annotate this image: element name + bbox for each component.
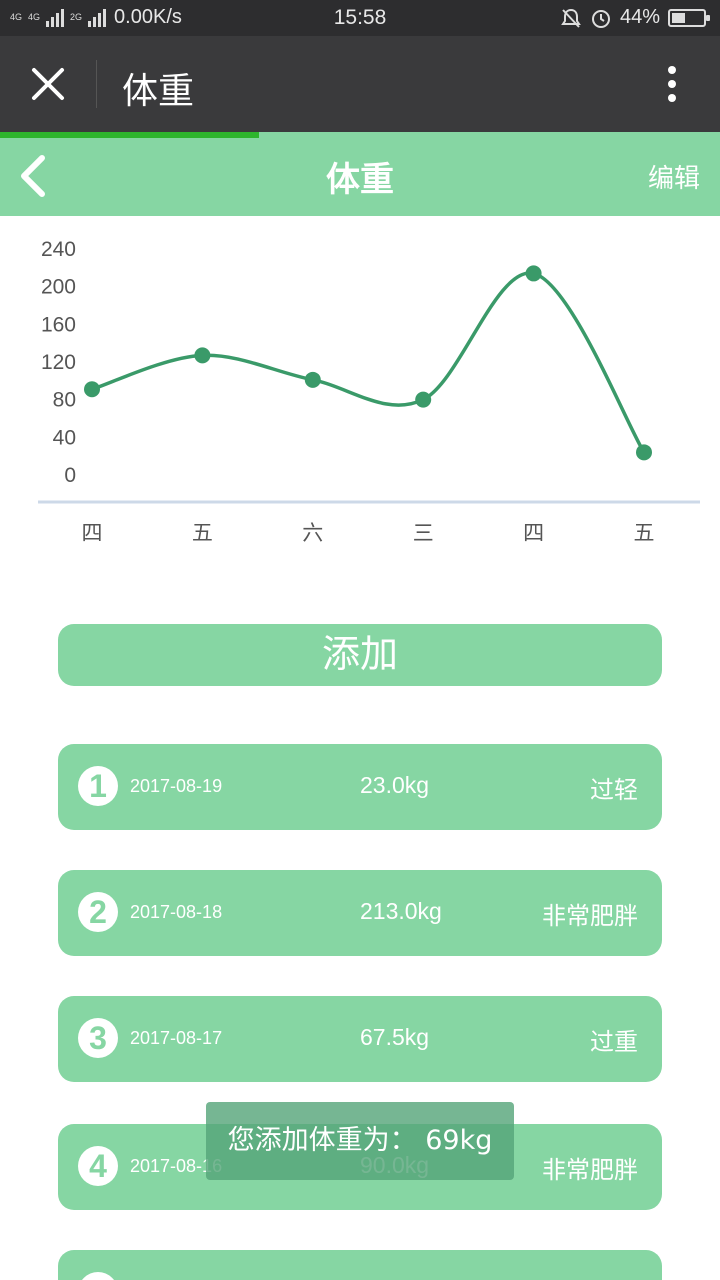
- data-point[interactable]: [636, 444, 652, 461]
- network-type-label: 4G: [10, 12, 23, 22]
- battery-percent: 44%: [619, 6, 660, 28]
- y-tick-label: 200: [41, 276, 76, 299]
- close-icon[interactable]: [22, 58, 74, 110]
- app-header: 体重 编辑: [0, 138, 720, 216]
- list-item[interactable]: 2 2017-08-18 213.0kg 非常肥胖: [58, 870, 662, 956]
- record-date: 2017-08-18: [130, 902, 223, 922]
- toast-message: 您添加体重为： 69kg: [206, 1102, 514, 1180]
- list-item[interactable]: 1 2017-08-19 23.0kg 过轻: [58, 744, 662, 830]
- weight-chart: 240 200 160 120 80 40 0 四 五 六 三 四 五: [38, 238, 700, 545]
- title-divider: [96, 60, 97, 108]
- network-indicators: 4G 4G 2G 0.00K/s: [10, 6, 182, 29]
- page-load-progress: [0, 132, 720, 138]
- signal-icon-2: [88, 8, 107, 27]
- record-status: 过轻: [590, 776, 638, 804]
- mute-bell-icon: [561, 8, 581, 28]
- record-index: 3: [78, 1018, 118, 1058]
- record-weight: 213.0kg: [360, 898, 442, 924]
- signal-icon: [46, 8, 65, 27]
- window-title: 体重: [122, 71, 195, 112]
- y-tick-label: 160: [41, 313, 76, 336]
- y-tick-label: 0: [64, 464, 76, 487]
- record-index: 1: [78, 766, 118, 806]
- network-type-label-c: 2G: [70, 12, 83, 22]
- x-tick-label: 五: [634, 522, 655, 545]
- network-type-group: 4G: [10, 13, 22, 22]
- x-tick-label: 五: [192, 522, 213, 545]
- page-load-progress-fill: [0, 132, 260, 138]
- data-point[interactable]: [304, 371, 321, 388]
- record-status: 非常肥胖: [542, 902, 638, 930]
- record-status: 过重: [590, 1028, 638, 1056]
- network-speed: 0.00K/s: [114, 6, 182, 28]
- record-weight: 23.0kg: [360, 772, 430, 798]
- record-index: 2: [78, 892, 118, 932]
- x-tick-label: 四: [82, 522, 103, 545]
- status-right: 44%: [560, 6, 710, 29]
- add-button[interactable]: 添加: [58, 624, 662, 686]
- alarm-clock-icon: [591, 9, 610, 28]
- y-tick-label: 120: [41, 351, 76, 374]
- record-date: 2017-08-16: [130, 1156, 223, 1176]
- weight-series-line: [91, 271, 646, 454]
- record-weight: 67.5kg: [360, 1024, 430, 1050]
- clock: 15:58: [333, 6, 387, 29]
- data-point[interactable]: [84, 381, 100, 398]
- y-tick-label: 80: [53, 389, 76, 412]
- record-date: 2017-08-19: [130, 776, 223, 796]
- status-bar: 4G 4G 2G 0.00K/s 15:58 44%: [0, 0, 720, 36]
- record-index-icon: [78, 1272, 118, 1280]
- title-bar: 体重: [0, 36, 720, 132]
- x-tick-label: 三: [413, 522, 434, 545]
- data-point[interactable]: [415, 391, 432, 408]
- x-tick-label: 六: [302, 522, 323, 545]
- data-point[interactable]: [525, 265, 542, 282]
- more-vertical-icon[interactable]: [650, 62, 694, 106]
- list-item-partial[interactable]: [58, 1250, 662, 1280]
- data-point[interactable]: [194, 347, 211, 364]
- network-type-label-b: 4G: [28, 12, 41, 22]
- network-type-group-b: 4G: [28, 13, 40, 22]
- record-status: 非常肥胖: [542, 1156, 638, 1184]
- record-index: 4: [78, 1146, 118, 1186]
- y-tick-label: 40: [53, 426, 76, 449]
- x-tick-label: 四: [523, 522, 544, 545]
- list-item[interactable]: 3 2017-08-17 67.5kg 过重: [58, 996, 662, 1082]
- chevron-left-icon[interactable]: [12, 152, 56, 200]
- battery-icon: [668, 8, 710, 27]
- record-date: 2017-08-17: [130, 1028, 223, 1048]
- edit-button[interactable]: 编辑: [647, 164, 700, 194]
- y-tick-label: 240: [41, 238, 76, 261]
- page-title: 体重: [326, 160, 394, 200]
